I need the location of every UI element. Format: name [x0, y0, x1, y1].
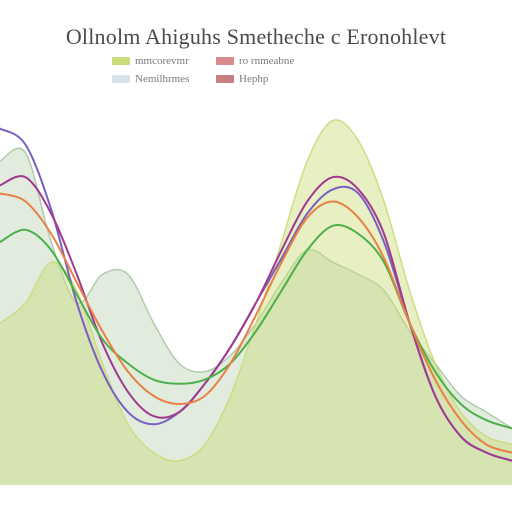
chart-title: Ollnolm Ahiguhs Smetheche c Eronohlevt — [65, 24, 447, 49]
series-line — [0, 224, 512, 430]
legend-label: ro rnmeabne — [239, 55, 295, 67]
legend: mmcorevmr ro rnmeabne Nemilhrmes Hephp — [112, 54, 332, 88]
legend-swatch — [112, 57, 130, 65]
legend-item: Hephp — [216, 72, 268, 86]
series-line — [0, 192, 512, 454]
legend-swatch — [112, 75, 130, 83]
legend-label: Hephp — [239, 73, 269, 85]
legend-label: Nemilhrmes — [135, 73, 190, 85]
legend-label: mmcorevmr — [135, 55, 189, 67]
legend-item: mmcorevmr — [112, 54, 189, 68]
series-area — [0, 119, 512, 485]
legend-item: ro rnmeabne — [216, 54, 294, 68]
series-line — [0, 175, 512, 462]
legend-swatch — [216, 75, 234, 83]
legend-swatch — [216, 57, 234, 65]
legend-item: Nemilhrmes — [112, 72, 189, 86]
series-area-edge — [0, 119, 512, 462]
series-area — [0, 148, 512, 485]
